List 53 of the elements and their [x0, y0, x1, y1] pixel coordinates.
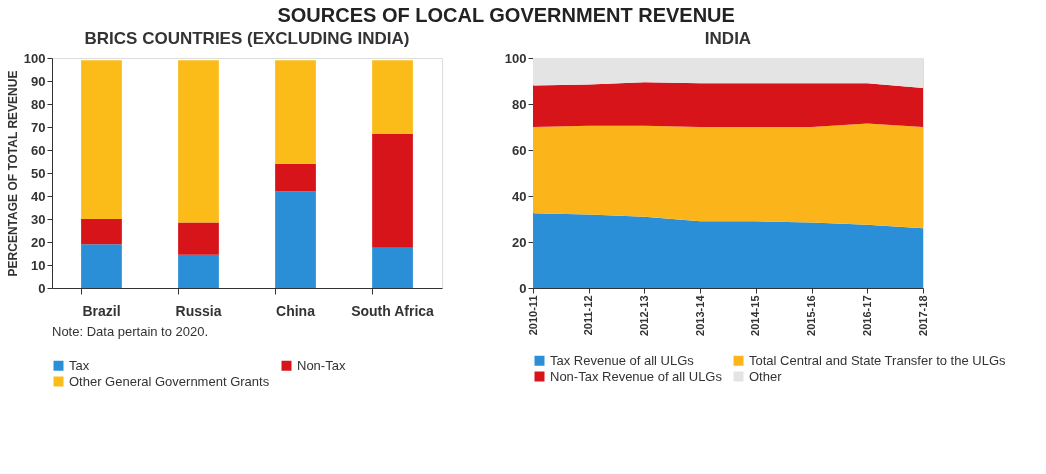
y-tick-label: 100	[504, 50, 527, 66]
x-tick-label: 2013-14	[693, 294, 706, 336]
y-axis-title: PERCENTAGE OF TOTAL REVENUE	[5, 70, 20, 277]
y-tick-label: 40	[31, 188, 46, 204]
bar	[178, 222, 219, 255]
y-tick-label: 0	[519, 280, 527, 296]
y-tick-label: 90	[31, 73, 46, 89]
y-tick-label: 80	[31, 96, 46, 112]
chart-title: BRICS COUNTRIES (EXCLUDING INDIA)	[84, 29, 410, 48]
y-tick-label: 30	[31, 211, 46, 227]
legend-label: Other	[749, 368, 783, 384]
bar	[81, 60, 122, 219]
y-tick-label: 40	[512, 188, 527, 204]
x-tick-label: 2017-18	[916, 295, 929, 336]
legend-label: Tax	[69, 357, 90, 373]
bar	[81, 244, 122, 288]
legend-label: Tax Revenue of all ULGs	[550, 352, 695, 368]
y-tick-label: 50	[31, 165, 46, 181]
bar	[178, 254, 219, 288]
legend-label: Non-Tax	[297, 357, 346, 373]
x-tick-label: Brazil	[82, 302, 121, 319]
x-tick-label: 2014-15	[749, 295, 762, 336]
bar	[372, 60, 413, 134]
y-tick-label: 60	[512, 142, 527, 158]
y-tick-label: 20	[31, 234, 46, 250]
y-tick-label: 70	[31, 119, 46, 135]
bar	[275, 191, 316, 288]
y-tick-label: 0	[38, 280, 46, 296]
bar	[275, 60, 316, 164]
bar	[81, 219, 122, 245]
chart-title: INDIA	[704, 29, 752, 48]
source-note: SOURCES OF LOCAL GOVERNMENT REVENUE	[277, 3, 735, 26]
legend-label: Non-Tax Revenue of all ULGs	[550, 368, 723, 384]
text: Note: Data pertain to 2020.	[52, 324, 209, 339]
x-tick-label: 2011-12	[582, 295, 595, 336]
y-tick-label: 10	[31, 257, 46, 273]
y-tick-label: 100	[23, 50, 46, 66]
legend-label: Total Central and State Transfer to the ULGs	[749, 352, 1007, 368]
bar	[372, 133, 413, 248]
x-tick-label: 2010-11	[526, 295, 539, 336]
bar	[275, 163, 316, 192]
x-tick-label: Russia	[175, 302, 222, 319]
bar	[178, 60, 219, 223]
x-tick-label: 2015-16	[805, 295, 818, 336]
y-tick-label: 60	[31, 142, 46, 158]
x-tick-label: South Africa	[351, 302, 435, 319]
x-tick-label: 2016-17	[860, 295, 873, 336]
y-tick-label: 80	[512, 96, 527, 112]
legend-label: Other General Government Grants	[69, 373, 270, 389]
x-tick-label: China	[276, 302, 316, 319]
y-tick-label: 20	[512, 234, 527, 250]
bar	[372, 247, 413, 288]
x-tick-label: 2012-13	[637, 295, 650, 336]
